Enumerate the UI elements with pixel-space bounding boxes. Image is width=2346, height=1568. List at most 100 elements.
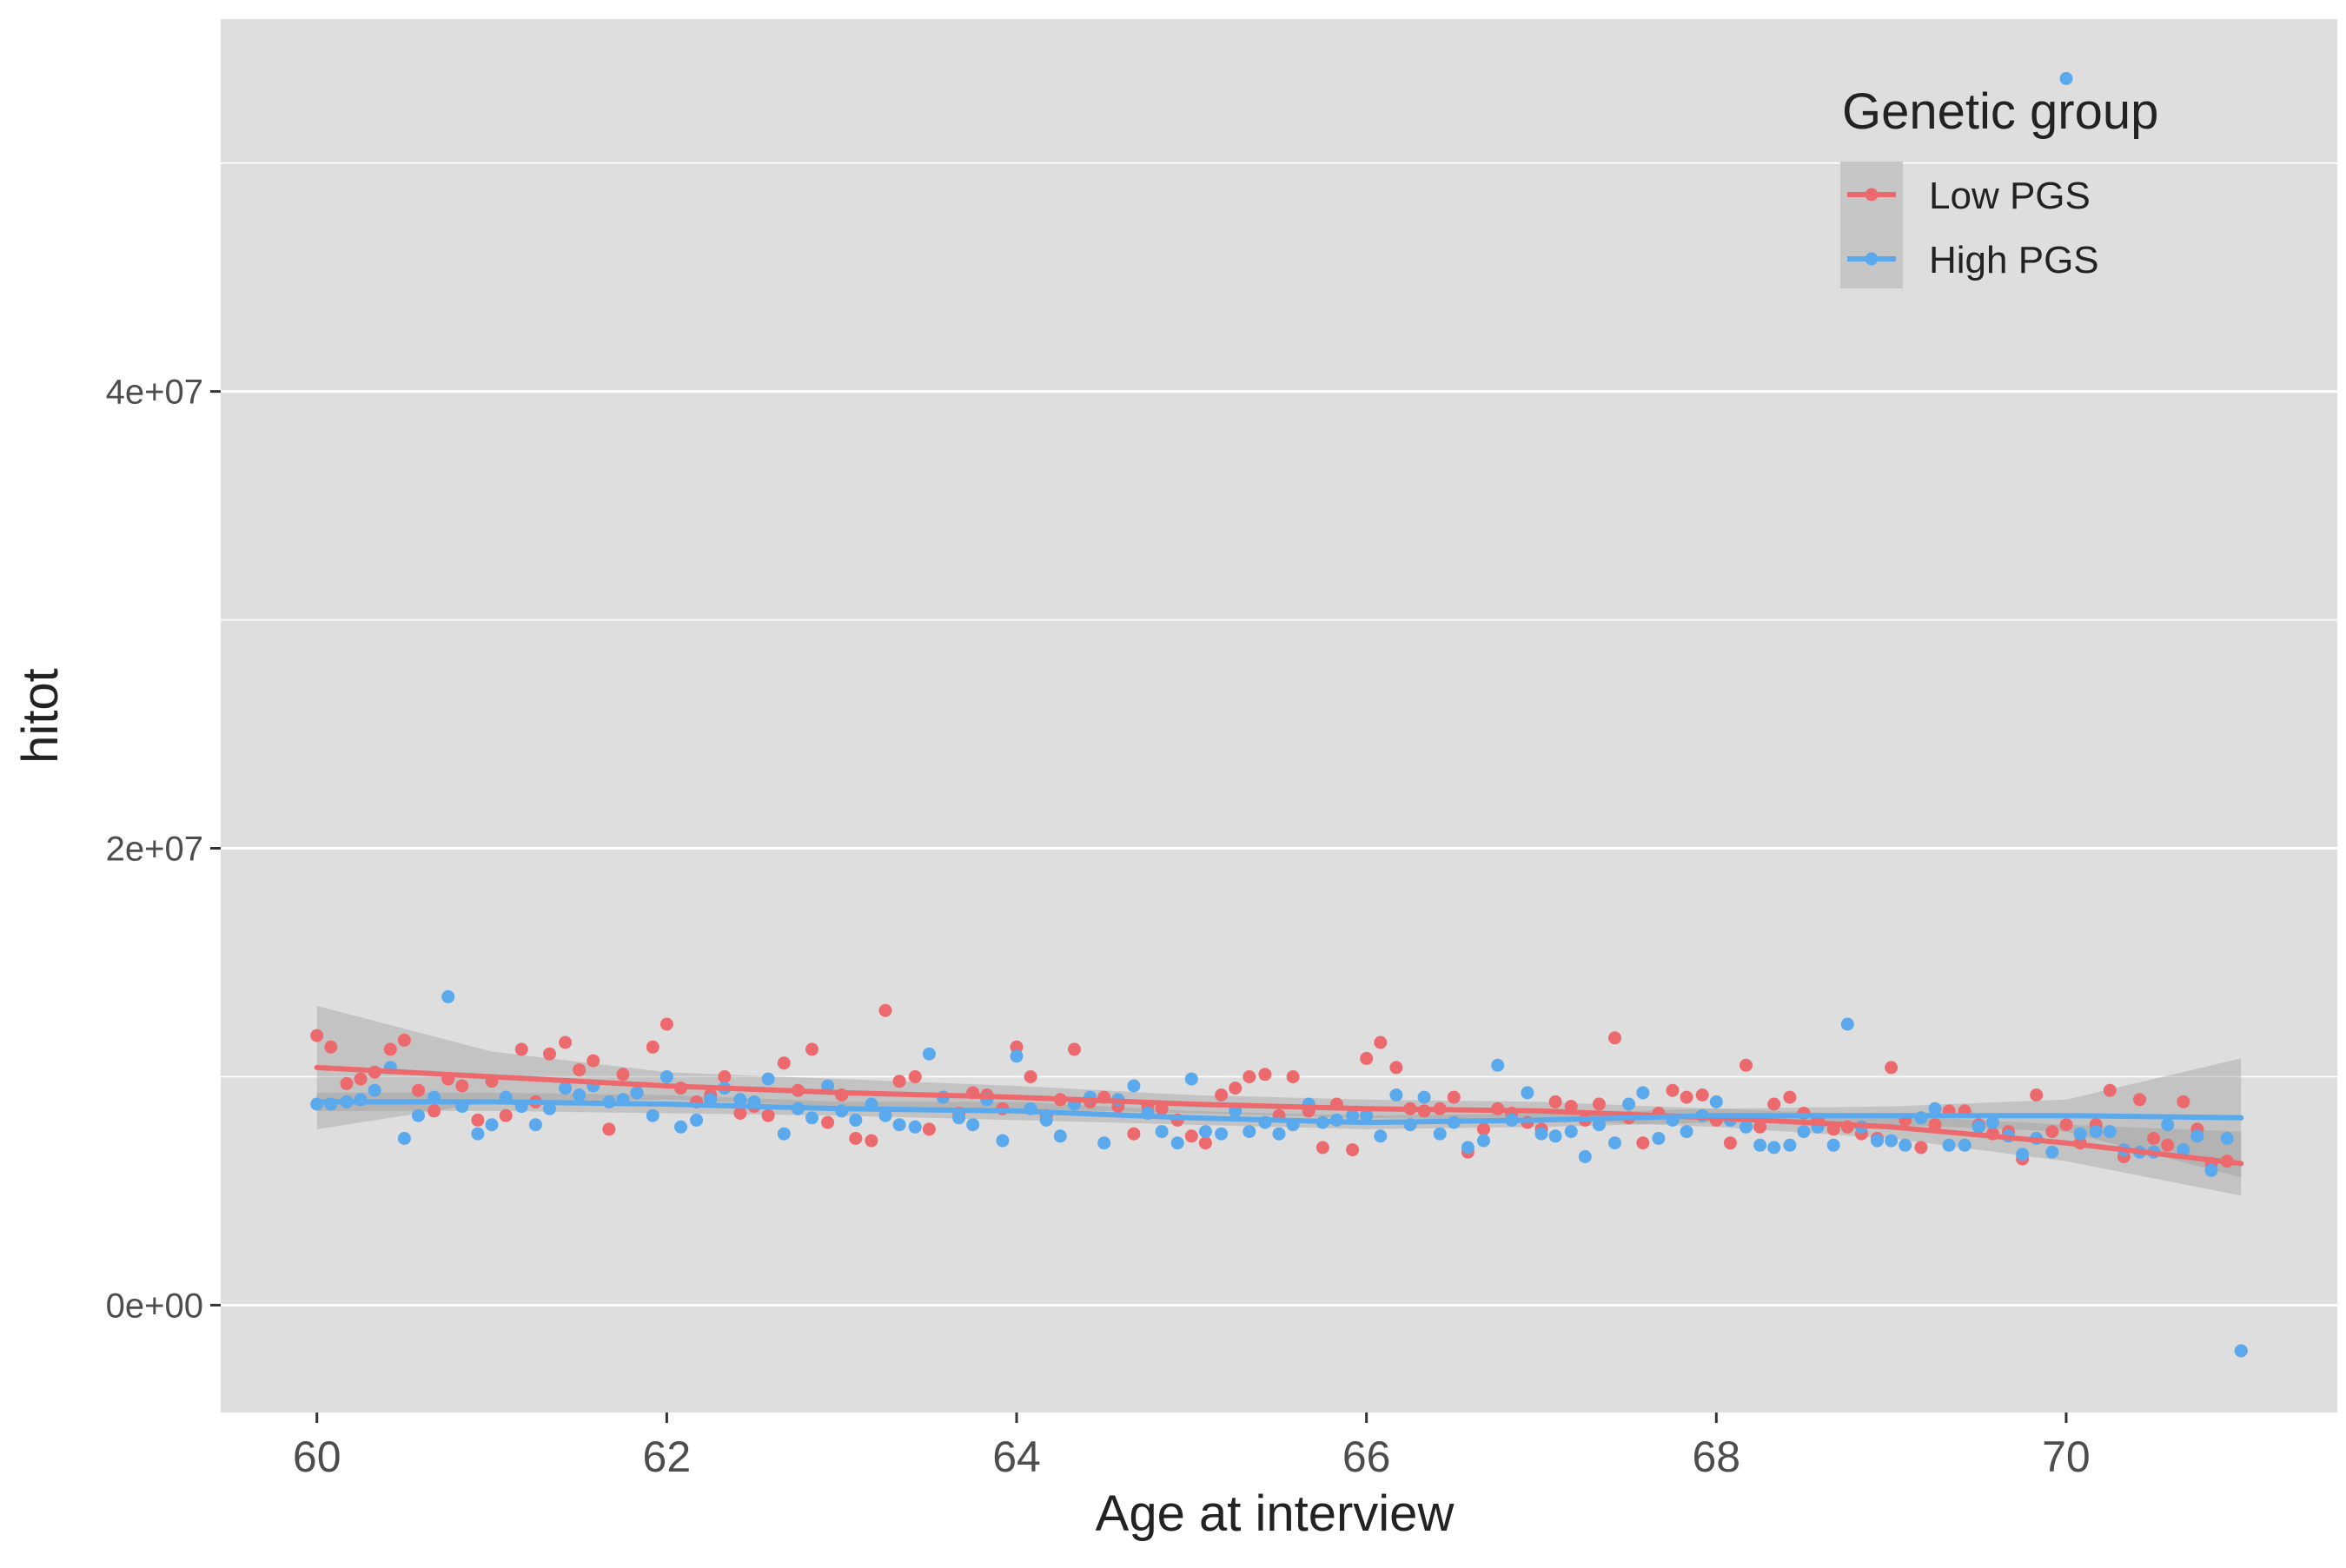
point-high-pgs-32 xyxy=(777,1127,791,1141)
point-low-pgs-101 xyxy=(1783,1090,1797,1104)
x-tick-label-1: 62 xyxy=(643,1432,692,1481)
point-low-pgs-37 xyxy=(849,1132,863,1145)
point-low-pgs-49 xyxy=(1024,1070,1037,1083)
point-high-pgs-102 xyxy=(1797,1125,1811,1139)
x-tick-label-3: 66 xyxy=(1342,1432,1391,1481)
point-low-pgs-119 xyxy=(2045,1125,2059,1139)
point-high-pgs-130 xyxy=(2204,1163,2218,1177)
point-high-pgs-74 xyxy=(1389,1088,1403,1102)
point-high-pgs-79 xyxy=(1461,1141,1475,1154)
point-high-pgs-105 xyxy=(1840,1017,1854,1031)
point-low-pgs-118 xyxy=(2030,1088,2044,1102)
point-high-pgs-16 xyxy=(543,1102,556,1115)
point-high-pgs-12 xyxy=(485,1118,499,1132)
point-low-pgs-67 xyxy=(1286,1070,1300,1083)
legend-key-background xyxy=(1840,162,1903,288)
point-low-pgs-16 xyxy=(543,1047,556,1061)
point-high-pgs-80 xyxy=(1477,1134,1490,1148)
point-low-pgs-0 xyxy=(310,1029,324,1042)
point-high-pgs-61 xyxy=(1198,1125,1212,1139)
point-low-pgs-21 xyxy=(616,1068,630,1082)
point-low-pgs-128 xyxy=(2177,1095,2190,1108)
point-high-pgs-109 xyxy=(1899,1138,1912,1152)
point-high-pgs-72 xyxy=(1360,1108,1374,1122)
point-high-pgs-56 xyxy=(1127,1079,1141,1093)
point-high-pgs-47 xyxy=(996,1134,1010,1148)
point-high-pgs-100 xyxy=(1767,1141,1781,1154)
point-high-pgs-15 xyxy=(528,1118,542,1132)
point-high-pgs-34 xyxy=(805,1111,818,1125)
point-high-pgs-58 xyxy=(1155,1125,1169,1139)
grid-lines xyxy=(221,162,2337,1307)
point-low-pgs-74 xyxy=(1389,1061,1403,1075)
point-high-pgs-42 xyxy=(922,1047,936,1061)
point-high-pgs-107 xyxy=(1871,1134,1884,1148)
point-low-pgs-80 xyxy=(1477,1122,1490,1136)
point-high-pgs-108 xyxy=(1885,1134,1899,1148)
point-high-pgs-77 xyxy=(1433,1127,1447,1141)
point-high-pgs-17 xyxy=(559,1082,573,1095)
point-low-pgs-127 xyxy=(2161,1138,2175,1152)
point-high-pgs-129 xyxy=(2190,1129,2204,1143)
point-high-pgs-7 xyxy=(412,1108,425,1122)
point-high-pgs-31 xyxy=(761,1072,775,1086)
point-high-pgs-9 xyxy=(441,989,455,1003)
point-high-pgs-92 xyxy=(1652,1132,1666,1145)
trend-line-high-pgs xyxy=(314,1099,2244,1126)
point-low-pgs-97 xyxy=(1723,1136,1737,1150)
legend-key-point-low-pgs xyxy=(1865,188,1879,202)
point-high-pgs-22 xyxy=(630,1086,644,1100)
point-high-pgs-6 xyxy=(397,1132,411,1145)
point-low-pgs-5 xyxy=(383,1042,397,1056)
point-high-pgs-23 xyxy=(646,1108,659,1122)
point-low-pgs-32 xyxy=(777,1056,791,1070)
point-low-pgs-89 xyxy=(1608,1031,1621,1045)
point-high-pgs-132 xyxy=(2234,1344,2248,1358)
point-high-pgs-66 xyxy=(1272,1127,1286,1141)
point-low-pgs-19 xyxy=(586,1054,600,1068)
point-high-pgs-39 xyxy=(878,1108,892,1122)
point-low-pgs-88 xyxy=(1592,1097,1606,1111)
legend-keys xyxy=(1847,188,1896,266)
point-high-pgs-41 xyxy=(908,1120,922,1134)
point-high-pgs-99 xyxy=(1753,1138,1767,1152)
point-high-pgs-101 xyxy=(1783,1138,1797,1152)
point-low-pgs-29 xyxy=(733,1107,747,1120)
point-high-pgs-117 xyxy=(2016,1148,2030,1161)
point-low-pgs-10 xyxy=(455,1079,469,1093)
point-high-pgs-123 xyxy=(2103,1125,2117,1139)
ci-ribbon-low-pgs xyxy=(316,1005,2242,1196)
legend-key-point-high-pgs xyxy=(1865,252,1879,266)
point-high-pgs-50 xyxy=(1039,1113,1053,1127)
point-low-pgs-125 xyxy=(2133,1093,2146,1107)
point-low-pgs-93 xyxy=(1666,1083,1680,1097)
point-low-pgs-63 xyxy=(1229,1082,1243,1095)
point-high-pgs-112 xyxy=(1942,1138,1956,1152)
point-low-pgs-20 xyxy=(602,1122,616,1136)
point-low-pgs-11 xyxy=(471,1113,485,1127)
point-low-pgs-23 xyxy=(646,1040,659,1054)
point-high-pgs-62 xyxy=(1215,1127,1229,1141)
point-low-pgs-7 xyxy=(412,1083,425,1097)
point-high-pgs-89 xyxy=(1608,1136,1621,1150)
point-low-pgs-24 xyxy=(659,1017,673,1031)
point-high-pgs-83 xyxy=(1521,1086,1534,1100)
point-high-pgs-114 xyxy=(1972,1120,1985,1134)
x-tick-label-2: 64 xyxy=(992,1432,1041,1481)
point-high-pgs-98 xyxy=(1740,1120,1753,1134)
point-low-pgs-38 xyxy=(865,1134,878,1148)
x-tick-label-5: 70 xyxy=(2042,1432,2091,1481)
point-low-pgs-39 xyxy=(878,1003,892,1017)
point-low-pgs-60 xyxy=(1184,1129,1198,1143)
point-high-pgs-86 xyxy=(1564,1125,1578,1139)
point-high-pgs-84 xyxy=(1534,1127,1548,1141)
point-low-pgs-8 xyxy=(427,1104,441,1118)
point-high-pgs-26 xyxy=(690,1113,704,1127)
point-high-pgs-131 xyxy=(2220,1132,2234,1145)
y-tick-label-0: 0e+00 xyxy=(106,1287,203,1325)
point-high-pgs-51 xyxy=(1053,1129,1067,1143)
point-low-pgs-61 xyxy=(1198,1136,1212,1150)
point-high-pgs-122 xyxy=(2089,1125,2103,1139)
point-low-pgs-34 xyxy=(805,1042,818,1056)
point-low-pgs-14 xyxy=(514,1042,528,1056)
